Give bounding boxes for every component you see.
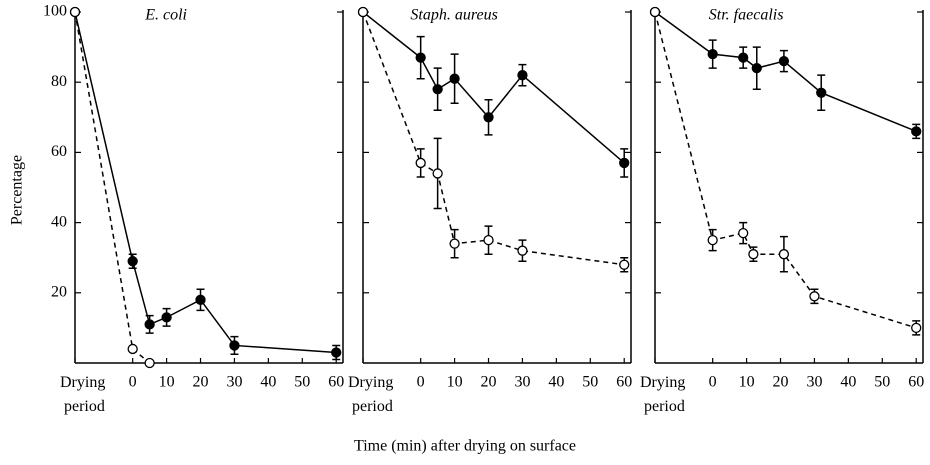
panel-title: E. coli: [144, 7, 187, 24]
data-point: [357, 6, 369, 18]
data-point: [649, 6, 661, 18]
x-tick-label: 10: [159, 374, 175, 391]
x-tick-label: Drying period: [60, 374, 105, 415]
x-tick-label: 20: [193, 374, 209, 391]
y-tick-label: 40: [51, 213, 67, 230]
y-tick-label: 60: [51, 143, 67, 160]
data-point: [738, 227, 749, 239]
x-tick-label: 20: [773, 374, 789, 391]
data-point: [707, 234, 718, 246]
x-tick-label: 40: [548, 374, 564, 391]
data-point: [816, 87, 827, 98]
data-point: [331, 347, 342, 358]
panel-title: Str. faecalis: [709, 7, 784, 24]
x-tick-label: 30: [226, 374, 242, 391]
x-tick-label: 30: [514, 374, 530, 391]
data-point: [619, 259, 630, 270]
data-point: [751, 63, 762, 74]
data-point: [144, 319, 155, 330]
x-tick-label: 10: [739, 374, 755, 391]
data-point: [748, 249, 759, 260]
data-point: [517, 245, 528, 256]
data-point: [432, 168, 443, 179]
series-line: [362, 11, 625, 266]
series-line: [362, 11, 625, 164]
data-point: [195, 294, 206, 305]
x-tick-label: Drying period: [348, 374, 393, 415]
data-point: [619, 157, 630, 169]
data-point: [229, 340, 240, 351]
y-tick-label: 100: [43, 3, 67, 20]
data-point: [449, 238, 460, 249]
x-tick-label: 10: [447, 374, 463, 391]
data-point: [144, 357, 155, 369]
data-point: [707, 48, 718, 60]
series-line: [74, 11, 151, 364]
x-tick-label: Drying period: [640, 374, 685, 415]
y-tick-label: 20: [51, 283, 67, 300]
data-point: [69, 6, 81, 18]
data-point: [778, 249, 790, 260]
x-tick-label: 0: [129, 374, 137, 391]
x-tick-label: 30: [806, 374, 822, 391]
x-tick-label: 60: [328, 374, 344, 391]
data-point: [483, 234, 494, 246]
data-point: [432, 84, 443, 95]
data-point: [911, 126, 922, 137]
x-tick-label: 50: [294, 374, 310, 391]
data-point: [778, 55, 790, 67]
data-point: [517, 70, 528, 81]
x-axis-label: Time (min) after drying on surface: [354, 438, 576, 455]
x-tick-label: 40: [260, 374, 276, 391]
data-point: [415, 52, 426, 63]
panel-title: Staph. aureus: [410, 7, 497, 24]
data-point: [127, 256, 138, 267]
data-point: [738, 52, 749, 63]
data-point: [809, 291, 820, 302]
data-point: [415, 157, 426, 169]
data-point: [127, 343, 138, 355]
x-tick-label: 50: [582, 374, 598, 391]
x-tick-label: 60: [616, 374, 632, 391]
data-point: [449, 73, 460, 84]
y-tick-label: 80: [51, 73, 67, 90]
x-tick-label: 60: [908, 374, 924, 391]
x-tick-label: 20: [481, 374, 497, 391]
series-line: [74, 11, 337, 354]
x-tick-label: 50: [874, 374, 890, 391]
data-point: [911, 322, 922, 334]
x-tick-label: 0: [417, 374, 425, 391]
data-point: [161, 312, 172, 323]
x-tick-label: 40: [840, 374, 856, 391]
data-point: [483, 112, 494, 123]
x-tick-label: 0: [709, 374, 717, 391]
y-axis-label: Percentage: [9, 155, 26, 225]
